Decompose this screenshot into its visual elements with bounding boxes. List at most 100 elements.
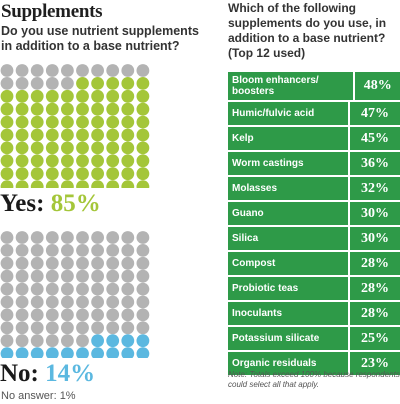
other-dot	[30, 308, 44, 322]
other-dot	[45, 244, 59, 257]
other-dot	[91, 244, 104, 257]
other-dot	[106, 64, 120, 77]
no-dot	[121, 334, 135, 348]
other-dot	[91, 231, 104, 244]
yes-dot	[15, 89, 29, 103]
other-dot	[45, 321, 59, 335]
other-dot	[61, 308, 74, 322]
no-result: No: 14%	[0, 360, 95, 388]
yes-dot	[136, 180, 150, 188]
yes-dot	[15, 115, 29, 129]
yes-dot	[121, 154, 135, 168]
yes-dot	[76, 128, 89, 142]
other-dot	[61, 244, 74, 257]
other-dot	[15, 308, 29, 322]
supplement-percent: 28%	[350, 277, 400, 300]
yes-dot	[15, 154, 29, 168]
other-dot	[136, 256, 150, 270]
yes-no-question: Do you use nutrient supplements in addit…	[1, 24, 199, 53]
other-dot	[61, 77, 74, 90]
other-dot	[45, 77, 59, 90]
yes-dot	[0, 128, 14, 142]
yes-dot	[61, 89, 74, 103]
other-dot	[15, 334, 29, 348]
table-row: Inoculants 28%	[228, 302, 400, 327]
other-dot	[61, 334, 74, 348]
left-panel: Supplements Do you use nutrient suppleme…	[0, 1, 199, 402]
other-dot	[15, 282, 29, 296]
other-dot	[30, 282, 44, 296]
yes-dot	[30, 154, 44, 168]
table-row: Organic residuals 23%	[228, 352, 400, 377]
no-answer-text: No answer: 1%	[1, 390, 76, 402]
other-dot	[15, 295, 29, 309]
yes-dot	[91, 180, 104, 188]
supplement-percent: 30%	[350, 227, 400, 250]
yes-dot	[106, 89, 120, 103]
other-dot	[91, 308, 104, 322]
other-dot	[15, 321, 29, 335]
other-dot	[61, 231, 74, 244]
other-dot	[0, 282, 14, 296]
other-dot	[121, 308, 135, 322]
yes-dot	[0, 115, 14, 129]
no-dot	[136, 334, 150, 348]
supplement-percent: 23%	[350, 352, 400, 375]
supplement-name: Kelp	[228, 127, 350, 150]
other-dot	[0, 269, 14, 283]
yes-percent: 85%	[50, 190, 101, 217]
yes-dot	[61, 102, 74, 116]
yes-dot	[15, 141, 29, 155]
other-dot	[76, 321, 89, 335]
other-dot	[30, 256, 44, 270]
other-dot	[136, 308, 150, 322]
yes-dot	[15, 180, 29, 188]
other-dot	[15, 77, 29, 90]
other-dot	[45, 282, 59, 296]
other-dot	[91, 282, 104, 296]
supplement-percent: 28%	[350, 302, 400, 325]
yes-dot	[61, 180, 74, 188]
supplement-name: Silica	[228, 227, 350, 250]
other-dot	[91, 321, 104, 335]
other-dot	[136, 64, 150, 77]
yes-dot	[76, 167, 89, 181]
other-dot	[0, 77, 14, 90]
yes-result: Yes: 85%	[0, 190, 101, 218]
supplement-name: Molasses	[228, 177, 350, 200]
other-dot	[61, 256, 74, 270]
other-dot	[45, 295, 59, 309]
no-dot	[106, 334, 120, 348]
no-dot	[45, 347, 59, 358]
other-dot	[30, 244, 44, 257]
supplement-percent: 32%	[350, 177, 400, 200]
yes-dot	[121, 77, 135, 90]
yes-dot	[76, 89, 89, 103]
table-row: Kelp 45%	[228, 127, 400, 152]
other-dot	[121, 321, 135, 335]
other-dot	[121, 231, 135, 244]
yes-dot	[45, 89, 59, 103]
yes-dot	[91, 128, 104, 142]
other-dot	[61, 295, 74, 309]
other-dot	[0, 64, 14, 77]
no-dot	[106, 347, 120, 358]
table-row: Potassium silicate 25%	[228, 327, 400, 352]
yes-dot	[30, 115, 44, 129]
yes-dot	[106, 115, 120, 129]
supplement-name: Guano	[228, 202, 350, 225]
yes-dot	[106, 180, 120, 188]
other-dot	[30, 269, 44, 283]
no-dot	[121, 347, 135, 358]
other-dot	[106, 231, 120, 244]
yes-dot	[45, 115, 59, 129]
yes-dot	[91, 115, 104, 129]
yes-dot	[106, 128, 120, 142]
other-dot	[0, 231, 14, 244]
yes-dot	[45, 180, 59, 188]
other-dot	[91, 256, 104, 270]
table-row: Humic/fulvic acid 47%	[228, 102, 400, 127]
supplement-percent: 25%	[350, 327, 400, 350]
no-waffle	[0, 231, 150, 358]
yes-dot	[61, 167, 74, 181]
